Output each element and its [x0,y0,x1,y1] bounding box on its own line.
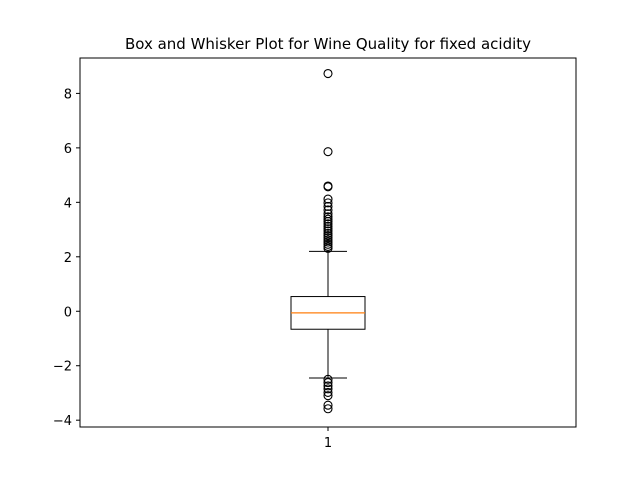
chart-title: Box and Whisker Plot for Wine Quality fo… [125,35,531,53]
outlier-point [323,239,333,249]
outlier-point [323,226,333,236]
outlier-point [323,400,333,410]
outlier-point [323,237,333,247]
x-axis: 1 [324,427,332,451]
outlier-point [323,214,333,224]
outlier-point [323,212,333,222]
y-tick-label: 2 [64,251,72,266]
x-tick-label: 1 [324,436,332,451]
y-tick-label: 6 [64,142,72,157]
outlier-point [323,384,333,394]
outlier-point [323,224,333,234]
outlier-point [323,391,333,401]
outlier-point [323,201,333,211]
y-axis: −4 −2 0 2 4 6 8 [53,87,80,429]
outlier-point [323,219,333,229]
outlier-point [323,378,333,388]
y-tick-label: 8 [64,87,72,102]
outlier-point [323,404,333,414]
outlier-point [323,205,333,215]
outlier-point [323,68,333,79]
outlier-point [323,147,333,157]
outlier-point [323,381,333,391]
outlier-point [323,216,333,226]
box-series [290,68,366,414]
y-tick-label: −2 [53,360,72,375]
outlier-point [323,228,333,238]
outlier-point [323,387,333,397]
outlier-point [323,374,333,384]
outlier-point [323,231,333,241]
outlier-point [323,233,333,243]
outlier-point [323,194,333,204]
outlier-point [323,243,333,253]
outlier-point [323,182,333,192]
y-tick-label: −4 [53,414,72,429]
y-tick-label: 0 [64,305,72,320]
y-tick-label: 4 [64,196,72,211]
outlier-point [323,198,333,208]
outlier-point [323,221,333,231]
